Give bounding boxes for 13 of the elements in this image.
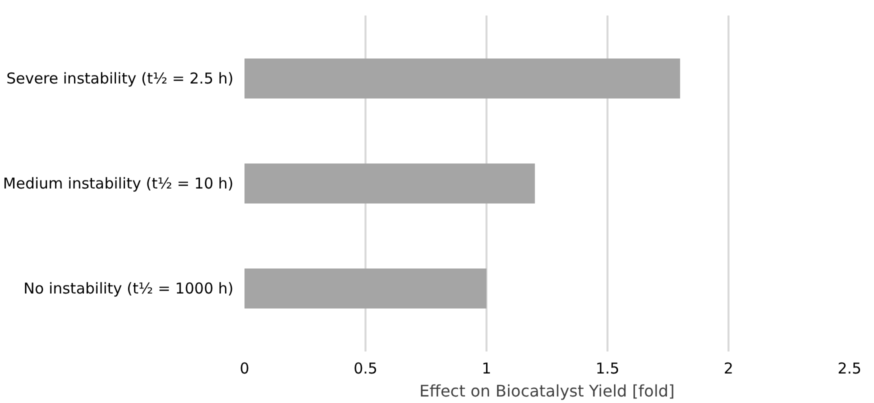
x-tick-label: 2.5 [838,360,862,378]
x-tick-label: 1 [482,360,492,378]
y-tick-label: Medium instability (t½ = 10 h) [3,174,234,192]
bar [244,268,486,308]
x-tick-label: 0 [240,360,250,378]
bar [244,164,535,204]
x-tick-label: 1.5 [596,360,620,378]
x-tick-label: 2 [724,360,734,378]
x-axis-title: Effect on Biocatalyst Yield [fold] [419,382,675,400]
y-tick-label: Severe instability (t½ = 2.5 h) [6,70,234,88]
bar [244,58,680,98]
y-tick-label: No instability (t½ = 1000 h) [24,280,234,298]
x-tick-label: 0.5 [354,360,378,378]
